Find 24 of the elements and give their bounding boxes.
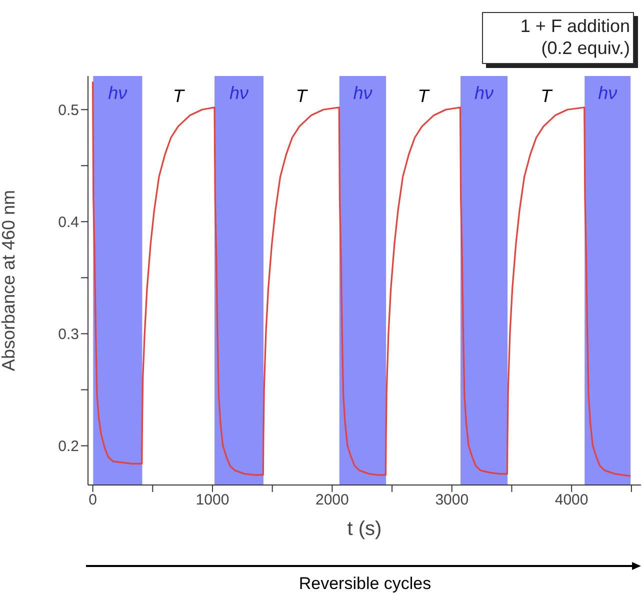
y-tick-label: 0.4 [58, 214, 79, 231]
text: (0.2 equiv.) [540, 38, 630, 59]
annotation: T [416, 86, 431, 107]
x-tick-label: 0 [88, 492, 97, 509]
x-tick-label: 4000 [554, 492, 588, 509]
band-label: hν [598, 82, 618, 103]
y-axis-title: Absorbance at 460 nm [0, 190, 18, 372]
band-label: hν [108, 82, 128, 103]
y-tick-label: 0.5 [58, 102, 79, 119]
band-label: hν [474, 82, 494, 103]
text: Reversible cycles [298, 574, 432, 594]
y-tick-label: 0.3 [58, 326, 79, 344]
x-axis-title: t (s) [347, 518, 382, 540]
x-tick-label: 1000 [196, 492, 230, 509]
x-tick-label: 2000 [315, 492, 349, 509]
annotation: T [172, 86, 186, 107]
text: 1 + F addition [519, 16, 630, 37]
band-label: hν [353, 82, 372, 103]
y-tick-label: 0.2 [58, 438, 79, 456]
line-series [92, 80, 632, 477]
annotation: T [540, 86, 554, 107]
band-label: hν [229, 82, 249, 103]
x-tick-label: 3000 [435, 492, 469, 509]
annotation: T [294, 86, 309, 107]
